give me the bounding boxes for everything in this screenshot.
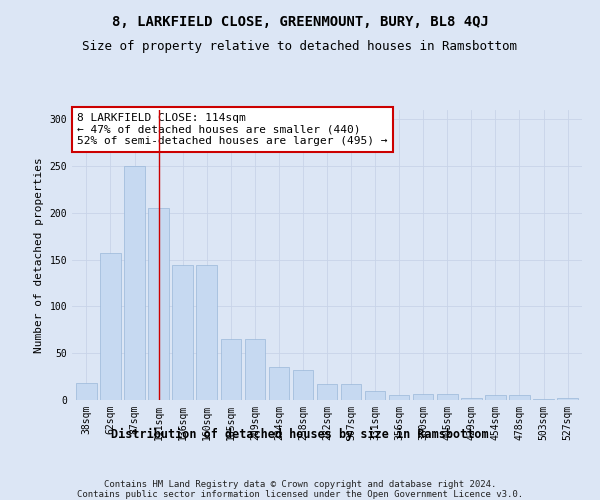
Bar bbox=[245, 339, 265, 400]
Bar bbox=[148, 208, 169, 400]
Text: Contains HM Land Registry data © Crown copyright and database right 2024.
Contai: Contains HM Land Registry data © Crown c… bbox=[77, 480, 523, 500]
Bar bbox=[76, 383, 97, 400]
Bar bbox=[317, 384, 337, 400]
Bar bbox=[533, 399, 554, 400]
Bar bbox=[485, 396, 506, 400]
Bar bbox=[124, 166, 145, 400]
Text: Size of property relative to detached houses in Ramsbottom: Size of property relative to detached ho… bbox=[83, 40, 517, 53]
Text: 8 LARKFIELD CLOSE: 114sqm
← 47% of detached houses are smaller (440)
52% of semi: 8 LARKFIELD CLOSE: 114sqm ← 47% of detac… bbox=[77, 113, 388, 146]
Bar bbox=[269, 368, 289, 400]
Text: 8, LARKFIELD CLOSE, GREENMOUNT, BURY, BL8 4QJ: 8, LARKFIELD CLOSE, GREENMOUNT, BURY, BL… bbox=[112, 15, 488, 29]
Bar bbox=[461, 398, 482, 400]
Bar bbox=[293, 370, 313, 400]
Bar bbox=[413, 394, 433, 400]
Bar bbox=[196, 266, 217, 400]
Bar bbox=[509, 396, 530, 400]
Bar bbox=[389, 396, 409, 400]
Bar bbox=[437, 394, 458, 400]
Bar bbox=[100, 253, 121, 400]
Bar bbox=[365, 390, 385, 400]
Text: Distribution of detached houses by size in Ramsbottom: Distribution of detached houses by size … bbox=[111, 428, 489, 440]
Bar bbox=[341, 384, 361, 400]
Y-axis label: Number of detached properties: Number of detached properties bbox=[34, 157, 44, 353]
Bar bbox=[172, 266, 193, 400]
Bar bbox=[221, 339, 241, 400]
Bar bbox=[557, 398, 578, 400]
